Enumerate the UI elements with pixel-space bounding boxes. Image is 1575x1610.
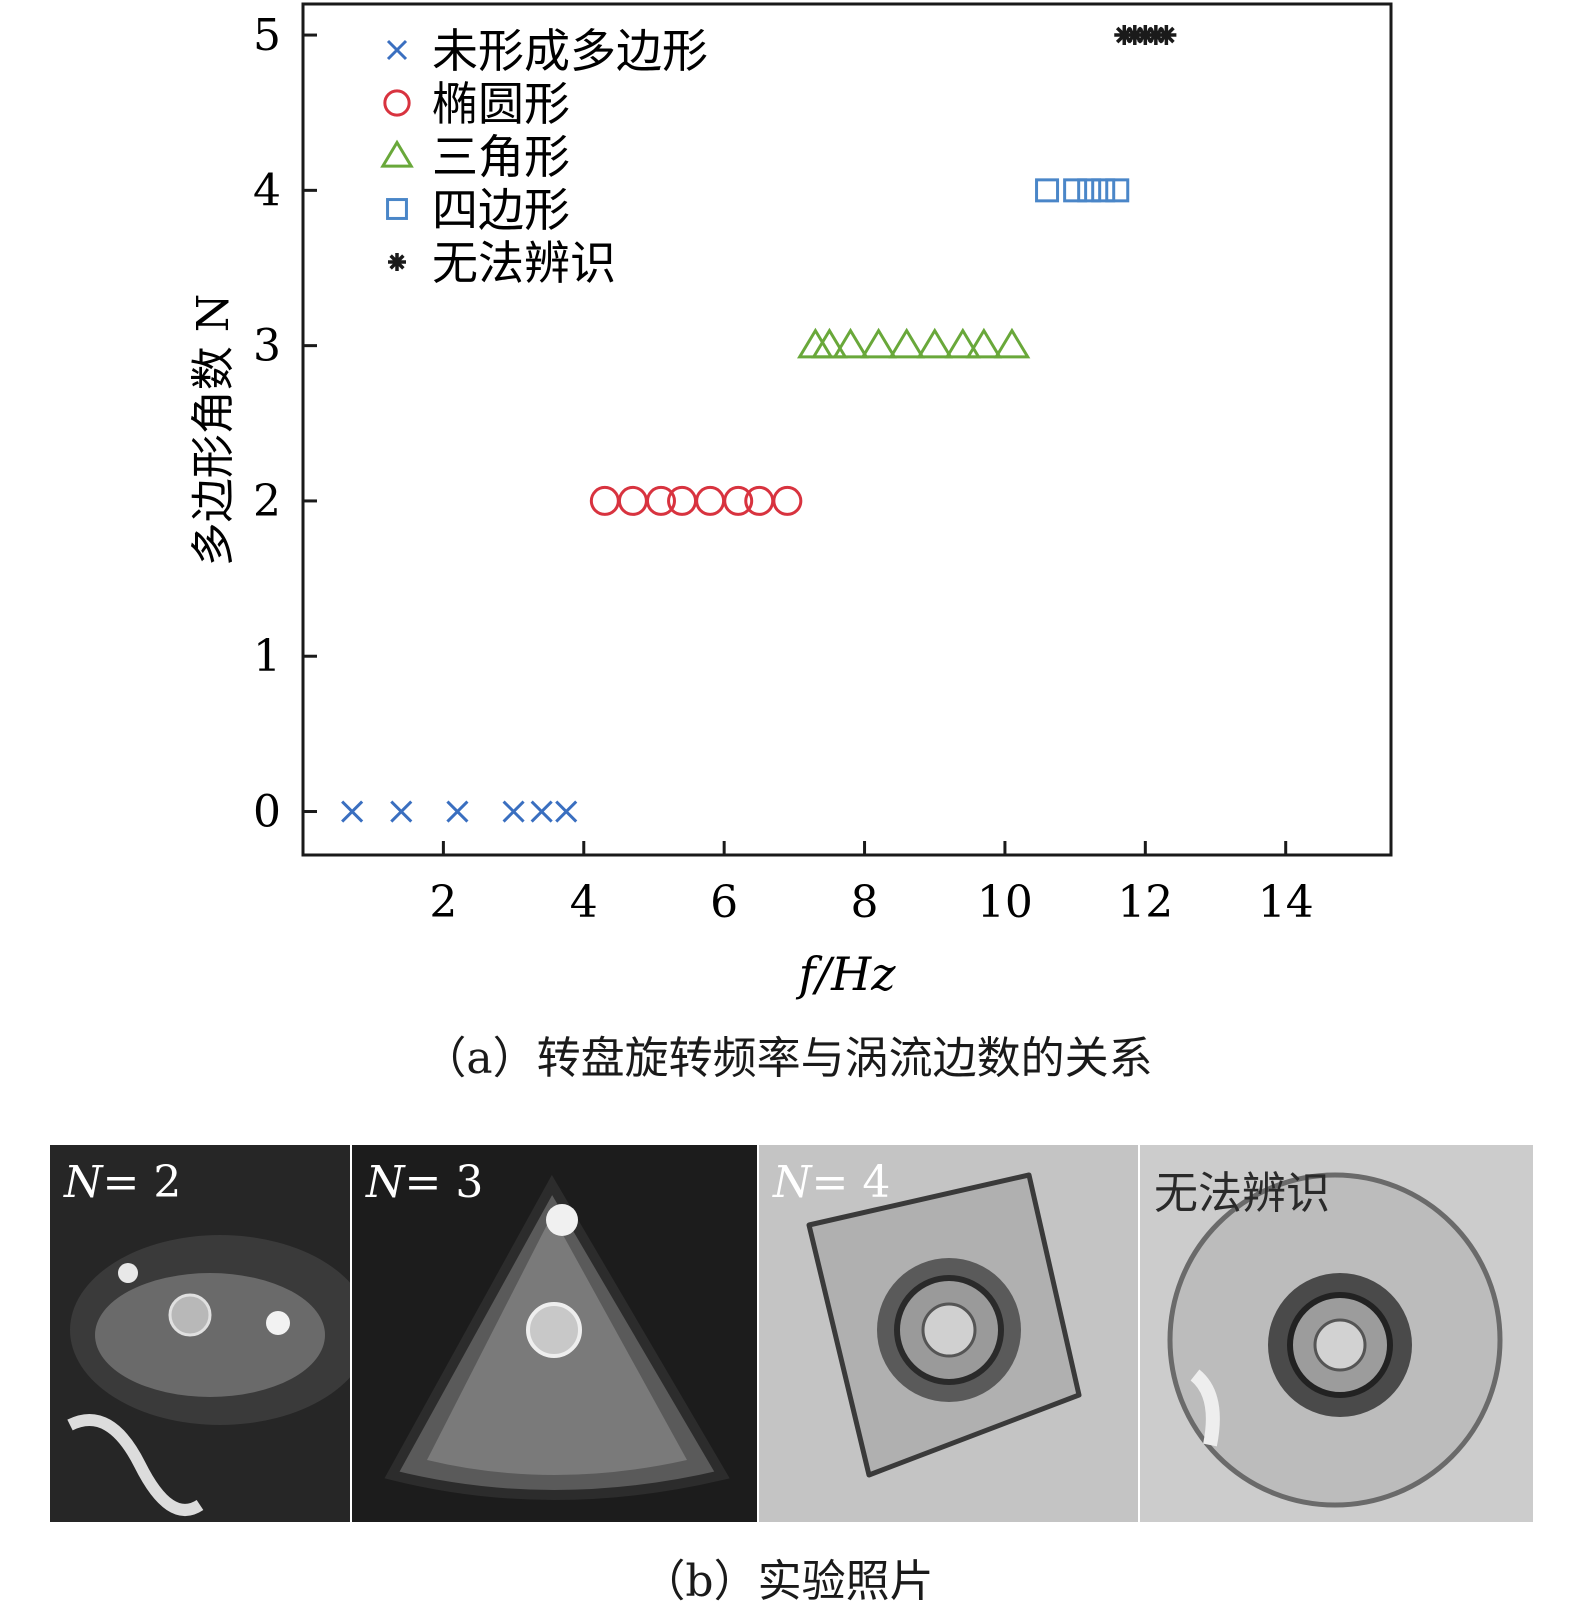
legend-marker (388, 253, 406, 271)
photo-panel-n2: N= 2 (50, 1145, 350, 1522)
data-point (944, 327, 982, 359)
data-point (1105, 178, 1130, 203)
legend-marker (380, 139, 414, 168)
photo-n4-image (759, 1145, 1138, 1522)
y-axis-label: 多边形角数 N (188, 294, 239, 567)
y-tick-label: 4 (253, 165, 281, 216)
data-point (555, 800, 578, 823)
y-tick-label: 5 (253, 10, 281, 61)
experiment-photos: N= 2 N= 3 N= 4 无法辨识 (50, 1145, 1533, 1522)
data-point (502, 800, 525, 823)
data-points (341, 25, 1177, 823)
data-point (667, 485, 698, 516)
caption-a: （a）转盘旋转频率与涡流边数的关系 (422, 1033, 1153, 1084)
data-point (695, 485, 726, 516)
data-point (645, 485, 676, 516)
data-point (617, 485, 648, 516)
legend-marker (386, 39, 408, 61)
x-axis-label: f/Hz (796, 947, 897, 1001)
data-point (772, 485, 803, 516)
photo-panel-n3: N= 3 (352, 1145, 757, 1522)
data-point (744, 485, 775, 516)
photo-n2-image (50, 1145, 350, 1522)
photo-n2-label: N= 2 (64, 1157, 182, 1208)
data-point (446, 800, 469, 823)
data-point (723, 485, 754, 516)
data-point (589, 485, 620, 516)
x-tick-label: 8 (851, 877, 879, 928)
legend-label: 未形成多边形 (432, 24, 708, 78)
data-point (888, 327, 926, 359)
legend-label: 四边形 (432, 183, 570, 237)
data-point (993, 327, 1031, 359)
legend-marker (386, 198, 408, 220)
y-tick-label: 0 (253, 787, 281, 838)
data-point (832, 327, 869, 359)
data-point (1114, 25, 1135, 46)
data-point (1145, 25, 1166, 46)
legend-label: 椭圆形 (432, 77, 570, 131)
data-point (1035, 178, 1060, 203)
legend-marker (383, 89, 411, 117)
photo-unidentifiable-image (1140, 1145, 1533, 1522)
data-point (916, 327, 954, 359)
data-point (530, 800, 553, 823)
x-tick-label: 14 (1258, 877, 1314, 928)
y-tick-label: 1 (253, 631, 281, 682)
plot-frame (301, 2, 1393, 857)
data-point (341, 800, 364, 823)
data-point (860, 327, 897, 359)
photo-panel-unidentifiable: 无法辨识 (1140, 1145, 1533, 1522)
x-tick-label: 2 (429, 877, 457, 928)
legend-label: 三角形 (432, 130, 570, 184)
photo-n3-image (352, 1145, 757, 1522)
data-point (1091, 178, 1116, 203)
data-point (390, 800, 413, 823)
data-point (1077, 178, 1102, 203)
y-tick-label: 2 (253, 476, 281, 527)
photo-n3-label: N= 3 (366, 1157, 484, 1208)
data-point (1063, 178, 1088, 203)
data-point (965, 327, 1003, 359)
caption-b: （b）实验照片 (641, 1556, 934, 1607)
x-tick-label: 12 (1117, 877, 1173, 928)
photo-n4-label: N= 4 (773, 1157, 891, 1208)
y-tick-label: 3 (253, 321, 281, 372)
photo-unidentifiable-label: 无法辨识 (1154, 1168, 1330, 1219)
x-tick-label: 6 (710, 877, 738, 928)
legend-label: 无法辨识 (432, 236, 616, 290)
data-point (1124, 25, 1145, 46)
photo-panel-n4: N= 4 (759, 1145, 1138, 1522)
data-point (1156, 25, 1177, 46)
data-point (811, 327, 848, 359)
x-tick-label: 4 (570, 877, 598, 928)
x-tick-label: 10 (977, 877, 1033, 928)
data-point (1135, 25, 1156, 46)
